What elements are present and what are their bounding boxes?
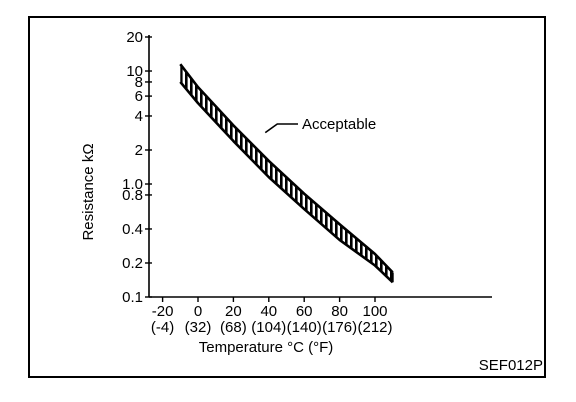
band-upper-line (179, 63, 394, 274)
x-tick-label-fahrenheit: (104) (251, 319, 286, 336)
y-tick-label: 4 (135, 108, 143, 125)
y-axis-label: Resistance kΩ (80, 143, 97, 240)
band-lower-line (179, 81, 394, 284)
x-tick-label-celsius: 40 (260, 303, 277, 320)
y-tick-label: 0.4 (122, 221, 143, 238)
x-tick-label-celsius: 0 (194, 303, 202, 320)
y-tick-label: 8 (135, 74, 143, 91)
x-tick-label-celsius: 80 (331, 303, 348, 320)
x-tick-label-fahrenheit: (176) (322, 319, 357, 336)
y-tick-label: 1.0 (122, 176, 143, 193)
x-tick-label-fahrenheit: (68) (220, 319, 247, 336)
x-tick-label-celsius: 60 (296, 303, 313, 320)
resistance-temperature-chart: 201086421.00.80.40.20.1-20(-4)0(32)20(68… (80, 29, 543, 374)
x-tick-label-celsius: 100 (362, 303, 387, 320)
y-tick-label: 6 (135, 88, 143, 105)
acceptable-band-area (180, 64, 393, 283)
annotation-leader-line (264, 123, 298, 134)
x-tick-label-fahrenheit: (212) (357, 319, 392, 336)
y-tick-label: 20 (126, 29, 143, 46)
annotation-acceptable: Acceptable (302, 116, 376, 133)
x-axis-label: Temperature °C (°F) (199, 339, 334, 356)
x-tick-label-celsius: -20 (152, 303, 174, 320)
figure-id: SEF012P (479, 357, 543, 374)
x-tick-label-fahrenheit: (-4) (151, 319, 174, 336)
y-tick-label: 0.1 (122, 289, 143, 306)
y-tick-label: 0.8 (122, 187, 143, 204)
y-tick-label: 10 (126, 63, 143, 80)
y-tick-label: 0.2 (122, 255, 143, 272)
x-tick-label-celsius: 20 (225, 303, 242, 320)
figure-frame: 20 10 8 6 4 2 1.0 0.8 0.4 0.2 0.1 -20 (-4) 0 (32) 20 (68… (28, 16, 546, 378)
x-tick-label-fahrenheit: (32) (185, 319, 212, 336)
x-tick-label-fahrenheit: (140) (287, 319, 322, 336)
y-tick-label: 2 (135, 142, 143, 159)
